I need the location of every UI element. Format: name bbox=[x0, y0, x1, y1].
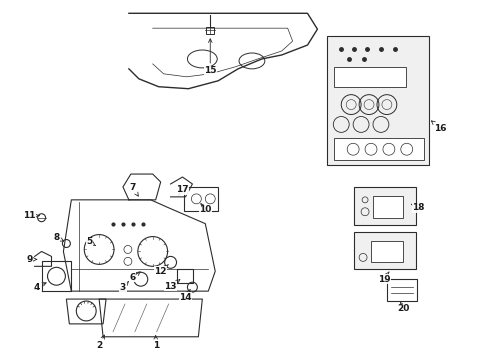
Bar bbox=[326, 36, 427, 165]
Bar bbox=[206, 27, 214, 34]
Text: 9: 9 bbox=[26, 255, 37, 264]
Text: 4: 4 bbox=[33, 283, 46, 292]
Text: 20: 20 bbox=[397, 302, 409, 314]
Text: 18: 18 bbox=[410, 203, 424, 212]
Bar bbox=[334, 67, 405, 87]
Text: 16: 16 bbox=[430, 121, 446, 133]
Text: 12: 12 bbox=[154, 265, 168, 276]
Bar bbox=[334, 138, 423, 160]
Text: 2: 2 bbox=[96, 335, 104, 350]
Text: 1: 1 bbox=[152, 336, 159, 350]
Text: 7: 7 bbox=[129, 184, 138, 196]
Text: 13: 13 bbox=[164, 280, 180, 291]
Bar bbox=[370, 240, 402, 262]
Text: 8: 8 bbox=[53, 233, 63, 242]
Bar bbox=[372, 196, 402, 218]
Text: 6: 6 bbox=[129, 272, 140, 282]
Text: 17: 17 bbox=[176, 185, 188, 195]
Text: 15: 15 bbox=[203, 39, 216, 75]
Text: 3: 3 bbox=[120, 282, 128, 292]
Text: 14: 14 bbox=[179, 290, 191, 302]
Text: 5: 5 bbox=[86, 237, 95, 246]
Bar bbox=[386, 279, 416, 301]
Bar bbox=[353, 187, 415, 225]
Text: 19: 19 bbox=[377, 272, 389, 284]
Text: 10: 10 bbox=[199, 204, 211, 214]
Text: 11: 11 bbox=[23, 211, 39, 220]
Bar bbox=[353, 231, 415, 269]
